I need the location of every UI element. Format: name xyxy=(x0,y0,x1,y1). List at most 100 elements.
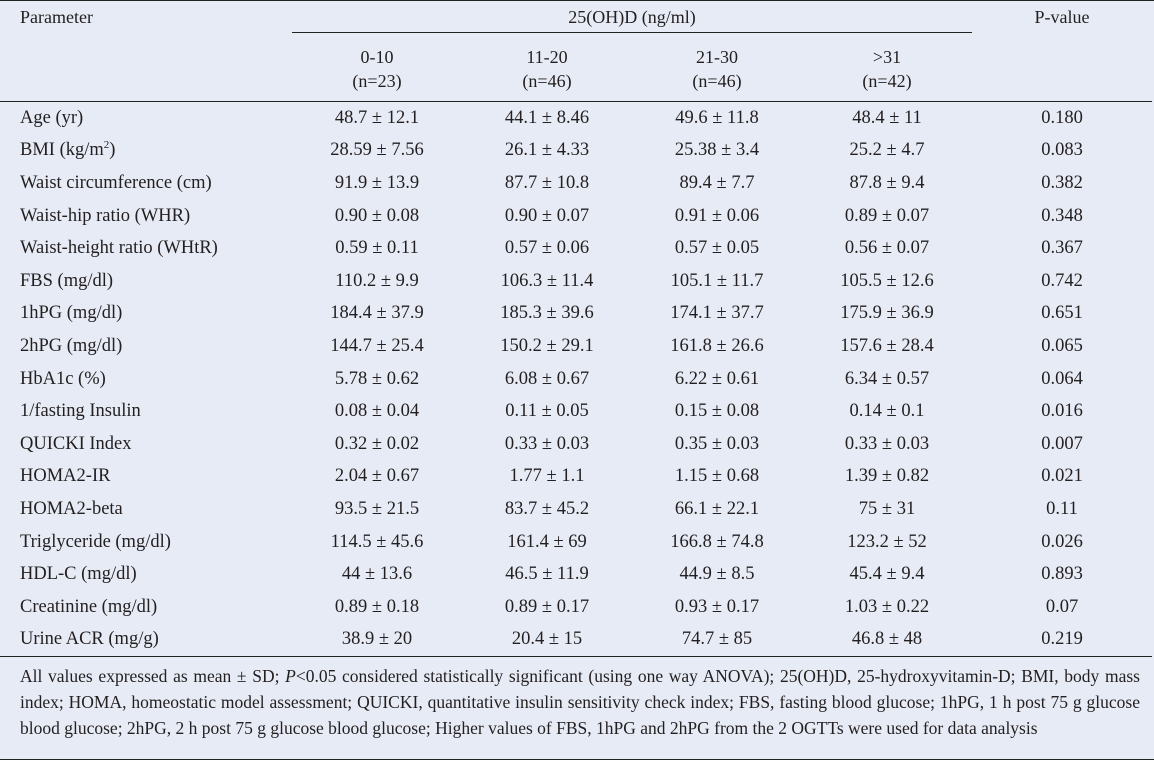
footnote-lead: All values expressed as mean ± SD; xyxy=(20,666,286,687)
value-cell: 74.7 ± 85 xyxy=(632,623,802,658)
table-row: HOMA2-beta 93.5 ± 21.5 83.7 ± 45.2 66.1 ± 2… xyxy=(0,493,1152,526)
subgroup-n: (n=46) xyxy=(692,71,742,91)
parameter-label: HbA1c (%) xyxy=(20,368,106,389)
parameter-label: Waist-hip ratio (WHR) xyxy=(20,205,191,226)
parameter-cell: Age (yr) xyxy=(0,100,292,135)
table-row: Waist-height ratio (WHtR) 0.59 ± 0.11 0.57… xyxy=(0,232,1152,265)
parameter-cell: HOMA2-beta xyxy=(0,493,292,526)
parameter-label: Waist circumference (cm) xyxy=(20,172,212,193)
value-cell: 175.9 ± 36.9 xyxy=(840,303,934,324)
parameter-cell: Creatinine (mg/dl) xyxy=(0,591,292,624)
value-cell: 144.7 ± 25.4 xyxy=(330,335,424,356)
value-cell: 44 ± 13.6 xyxy=(341,564,413,585)
subgroup-n: (n=23) xyxy=(352,71,402,91)
value-cell: 174.1 ± 37.7 xyxy=(670,303,764,324)
header-subgroup: 21-30 (n=46) xyxy=(632,41,802,102)
parameter-label: 2hPG (mg/dl) xyxy=(20,335,123,356)
pvalue-cell: 0.065 xyxy=(1041,335,1083,356)
header-pvalue: P-value xyxy=(1034,7,1090,27)
value-cell: 0.56 ± 0.07 xyxy=(844,238,930,259)
table-row: Waist circumference (cm) 91.9 ± 13.9 87.7 … xyxy=(0,167,1152,200)
header-subgroups: 0-10 (n=23) 11-20 (n=46) 21-30 (n=46) >31 (n=42… xyxy=(0,41,1152,102)
pvalue-cell: 0.083 xyxy=(1041,140,1083,161)
table-row: HbA1c (%) 5.78 ± 0.62 6.08 ± 0.67 6.22 ± 0.… xyxy=(0,363,1152,396)
parameter-label: Triglyceride (mg/dl) xyxy=(20,531,171,552)
value-cell: 45.4 ± 9.4 xyxy=(849,564,925,585)
parameter-cell: HOMA2-IR xyxy=(0,461,292,494)
pvalue-cell: 0.382 xyxy=(1041,172,1083,193)
pvalue-cell: 0.07 xyxy=(1045,596,1079,617)
value-cell: 0.89 ± 0.17 xyxy=(504,596,590,617)
value-cell: 114.5 ± 45.6 xyxy=(330,531,424,552)
value-cell: 6.08 ± 0.67 xyxy=(504,368,590,389)
pvalue-cell: 0.651 xyxy=(1041,303,1083,324)
value-cell: 0.89 ± 0.07 xyxy=(844,205,930,226)
parameter-cell: 1hPG (mg/dl) xyxy=(0,298,292,331)
pvalue-cell: 0.180 xyxy=(972,100,1152,135)
subgroup-range: >31 xyxy=(872,47,902,67)
table-header: Parameter 25(OH)D (ng/ml) P-value 0-10 (n… xyxy=(0,1,1152,102)
parameter-label: QUICKI Index xyxy=(20,433,132,454)
footnote-p-italic: P xyxy=(285,666,296,687)
value-cell: 0.35 ± 0.03 xyxy=(674,433,760,454)
table-row: 2hPG (mg/dl) 144.7 ± 25.4 150.2 ± 29.1 161.… xyxy=(0,330,1152,363)
parameter-cell: Waist-hip ratio (WHR) xyxy=(0,200,292,233)
pvalue-cell: 0.893 xyxy=(1041,564,1083,585)
value-cell: 0.57 ± 0.06 xyxy=(504,238,590,259)
value-cell: 184.4 ± 37.9 xyxy=(330,303,424,324)
header-parameter: Parameter xyxy=(20,7,93,27)
value-cell: 89.4 ± 7.7 xyxy=(679,172,755,193)
subgroup-range: 0-10 xyxy=(360,47,394,67)
parameter-label: Creatinine (mg/dl) xyxy=(20,596,158,617)
pvalue-cell: 0.11 xyxy=(1046,498,1078,519)
value-cell: 83.7 ± 45.2 xyxy=(504,498,590,519)
value-cell: 25.2 ± 4.7 xyxy=(849,140,925,161)
table-row: HDL-C (mg/dl) 44 ± 13.6 46.5 ± 11.9 44.9 ± … xyxy=(0,558,1152,591)
value-cell: 66.1 ± 22.1 xyxy=(674,498,760,519)
pvalue-cell: 0.367 xyxy=(1041,238,1083,259)
subgroup-n: (n=46) xyxy=(522,71,572,91)
value-cell: 0.33 ± 0.03 xyxy=(504,433,590,454)
parameter-label: BMI (kg/m xyxy=(20,140,104,161)
value-cell: 25.38 ± 3.4 xyxy=(674,140,760,161)
value-cell: 26.1 ± 4.33 xyxy=(504,140,590,161)
results-table: Parameter 25(OH)D (ng/ml) P-value 0-10 (n… xyxy=(0,1,1152,658)
value-cell: 0.89 ± 0.18 xyxy=(334,596,420,617)
pvalue-cell: 0.007 xyxy=(1041,433,1083,454)
pvalue-cell: 0.219 xyxy=(972,623,1152,658)
value-cell: 38.9 ± 20 xyxy=(292,623,462,658)
subgroup-n: (n=42) xyxy=(862,71,912,91)
value-cell: 150.2 ± 29.1 xyxy=(500,335,594,356)
value-cell: 2.04 ± 0.67 xyxy=(334,466,420,487)
value-cell: 161.4 ± 69 xyxy=(507,531,587,552)
table-row: Waist-hip ratio (WHR) 0.90 ± 0.08 0.90 ± 0… xyxy=(0,200,1152,233)
value-cell: 166.8 ± 74.8 xyxy=(670,531,764,552)
value-cell: 123.2 ± 52 xyxy=(847,531,927,552)
pvalue-cell: 0.021 xyxy=(1041,466,1083,487)
value-cell: 105.5 ± 12.6 xyxy=(840,270,934,291)
value-cell: 46.8 ± 48 xyxy=(802,623,972,658)
table-row: Creatinine (mg/dl) 0.89 ± 0.18 0.89 ± 0.17… xyxy=(0,591,1152,624)
value-cell: 0.59 ± 0.11 xyxy=(335,238,419,259)
value-cell: 49.6 ± 11.8 xyxy=(632,100,802,135)
value-cell: 46.5 ± 11.9 xyxy=(505,564,589,585)
header-subgroup: 11-20 (n=46) xyxy=(462,41,632,102)
value-cell: 161.8 ± 26.6 xyxy=(670,335,764,356)
value-cell: 5.78 ± 0.62 xyxy=(334,368,420,389)
pvalue-cell: 0.348 xyxy=(1041,205,1083,226)
parameter-label: FBS (mg/dl) xyxy=(20,270,114,291)
value-cell: 106.3 ± 11.4 xyxy=(500,270,594,291)
parameter-cell: Waist-height ratio (WHtR) xyxy=(0,232,292,265)
value-cell: 110.2 ± 9.9 xyxy=(335,270,419,291)
value-cell: 91.9 ± 13.9 xyxy=(334,172,420,193)
value-cell: 185.3 ± 39.6 xyxy=(500,303,594,324)
value-cell: 1.15 ± 0.68 xyxy=(674,466,760,487)
parameter-cell: 2hPG (mg/dl) xyxy=(0,330,292,363)
parameter-label: HOMA2-IR xyxy=(20,466,111,487)
subgroup-range: 21-30 xyxy=(696,47,738,67)
value-cell: 0.90 ± 0.08 xyxy=(334,205,420,226)
header-group-title: 25(OH)D (ng/ml) xyxy=(292,7,972,33)
value-cell: 1.77 ± 1.1 xyxy=(509,466,585,487)
value-cell: 75 ± 31 xyxy=(858,498,916,519)
